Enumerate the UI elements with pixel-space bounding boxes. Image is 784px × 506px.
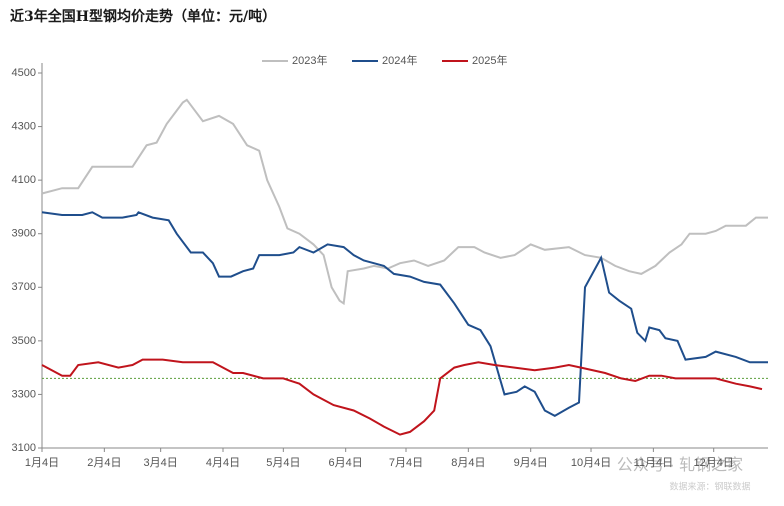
x-tick-label: 9月4日 bbox=[514, 457, 548, 469]
x-tick-label: 11月4日 bbox=[634, 457, 674, 469]
source-note: 数据来源：钢联数据 bbox=[669, 480, 750, 491]
legend-label: 2024年 bbox=[382, 53, 417, 67]
x-tick-label: 12月4日 bbox=[694, 457, 734, 469]
x-tick-label: 2月4日 bbox=[87, 457, 121, 469]
y-tick-label: 3700 bbox=[12, 281, 36, 293]
y-tick-label: 3100 bbox=[12, 442, 36, 454]
x-tick-label: 5月4日 bbox=[266, 457, 300, 469]
series-line bbox=[41, 98, 768, 306]
x-tick-label: 8月4日 bbox=[451, 457, 485, 469]
x-tick-label: 7月4日 bbox=[389, 457, 423, 469]
y-tick-label: 4100 bbox=[12, 174, 36, 186]
y-tick-label: 3300 bbox=[12, 388, 36, 400]
series-line bbox=[41, 211, 768, 418]
x-tick-label: 3月4日 bbox=[144, 457, 178, 469]
x-tick-label: 10月4日 bbox=[571, 457, 611, 469]
x-tick-label: 4月4日 bbox=[206, 457, 240, 469]
legend-label: 2023年 bbox=[292, 53, 327, 67]
y-tick-label: 4500 bbox=[12, 67, 36, 79]
y-tick-label: 3500 bbox=[12, 335, 36, 347]
x-tick-label: 6月4日 bbox=[329, 457, 363, 469]
watermark: 公众号 · 轧钢之家 bbox=[617, 456, 743, 474]
chart-title: 近3年全国H型钢均价走势（单位：元/吨） bbox=[10, 8, 276, 25]
y-tick-label: 3900 bbox=[12, 228, 36, 240]
y-tick-label: 4300 bbox=[12, 120, 36, 132]
series-line bbox=[41, 358, 763, 436]
legend-label: 2025年 bbox=[472, 53, 507, 67]
x-tick-label: 1月4日 bbox=[25, 457, 59, 469]
